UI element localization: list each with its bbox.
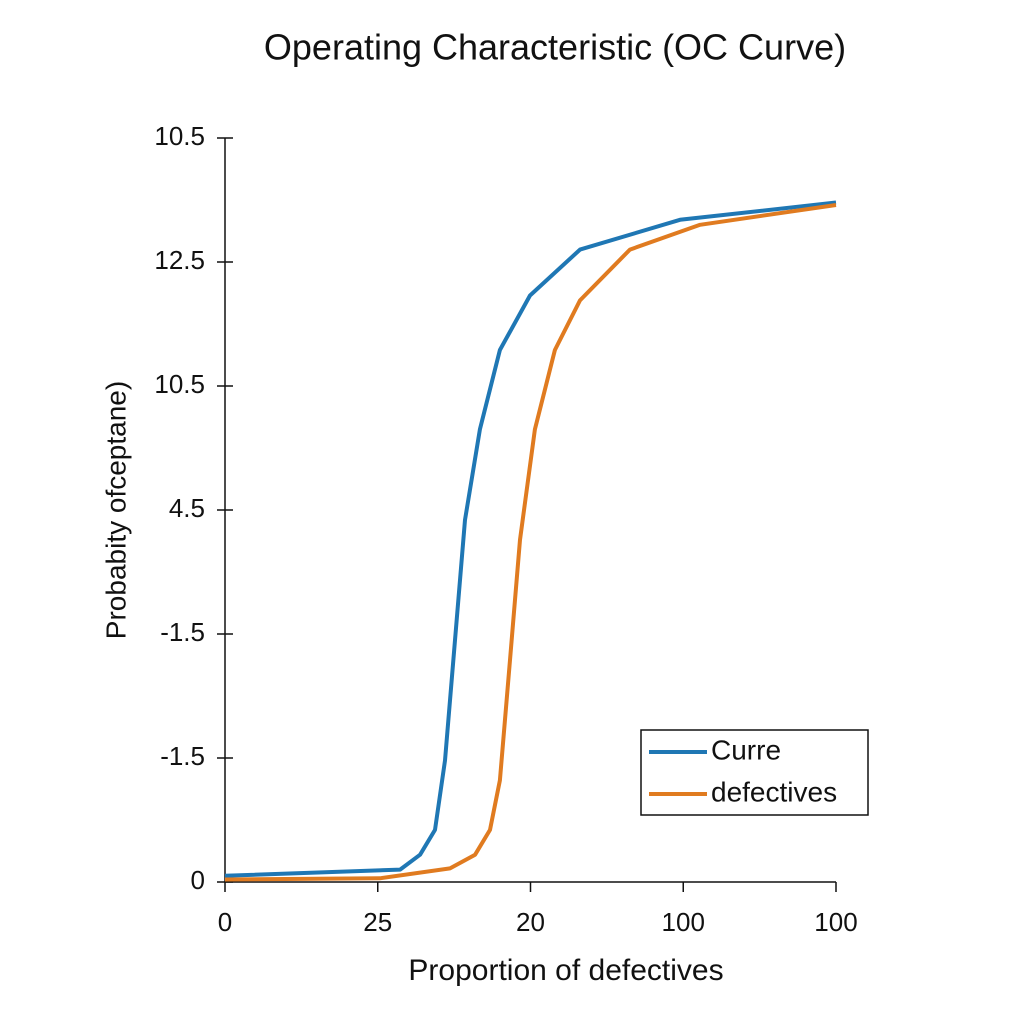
chart-title: Operating Characteristic (OC Curve) bbox=[264, 27, 846, 68]
legend-label: defectives bbox=[711, 776, 837, 807]
line-series bbox=[224, 200, 837, 878]
x-tick-label: 25 bbox=[363, 907, 392, 937]
legend-box bbox=[640, 729, 869, 816]
x-tick-label: 20 bbox=[516, 907, 545, 937]
y-tick-label: 0 bbox=[191, 865, 205, 895]
y-tick-label: 12.5 bbox=[154, 245, 205, 275]
x-axis-label: Proportion of defectives bbox=[408, 954, 723, 987]
y-tick-label: 10.5 bbox=[154, 121, 205, 151]
x-tick-label: 100 bbox=[814, 907, 857, 937]
y-tick-label: -1.5 bbox=[160, 741, 205, 771]
y-tick-label: -1.5 bbox=[160, 617, 205, 647]
y-axis-label: Probabity ofceptane) bbox=[100, 381, 131, 639]
y-tick-label: 10.5 bbox=[154, 369, 205, 399]
x-tick-label: 100 bbox=[662, 907, 705, 937]
line-series bbox=[224, 203, 837, 882]
legend-label: Curre bbox=[711, 734, 781, 765]
y-tick-label: 4.5 bbox=[169, 493, 205, 523]
x-tick-label: 0 bbox=[218, 907, 232, 937]
